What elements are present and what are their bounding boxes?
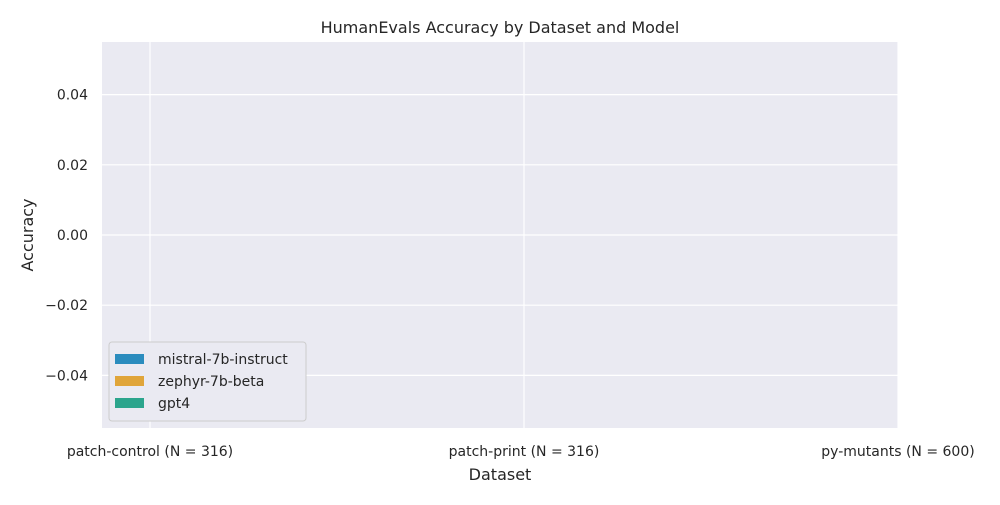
y-tick-label: 0.04 [57,88,88,104]
x-tick-labels: patch-control (N = 316) patch-print (N = … [67,444,975,460]
chart-title: HumanEvals Accuracy by Dataset and Model [321,18,680,37]
y-axis-title: Accuracy [18,198,37,271]
y-tick-label: 0.02 [57,158,88,174]
y-tick-labels: −0.04 −0.02 0.00 0.02 0.04 [45,88,88,385]
legend-swatch [115,398,144,408]
legend-swatch [115,354,144,364]
x-tick-label: patch-control (N = 316) [67,444,233,460]
legend-label: gpt4 [158,396,190,412]
legend-label: mistral-7b-instruct [158,352,288,368]
legend: mistral-7b-instruct zephyr-7b-beta gpt4 [108,341,307,422]
y-tick-label: −0.04 [45,368,88,384]
x-axis-title: Dataset [469,465,532,484]
legend-box [108,341,307,422]
y-tick-label: −0.02 [45,298,88,314]
legend-swatch [115,376,144,386]
y-tick-label: 0.00 [57,228,88,244]
x-tick-label: patch-print (N = 316) [449,444,600,460]
legend-label: zephyr-7b-beta [158,374,264,390]
x-tick-label: py-mutants (N = 600) [821,444,974,460]
